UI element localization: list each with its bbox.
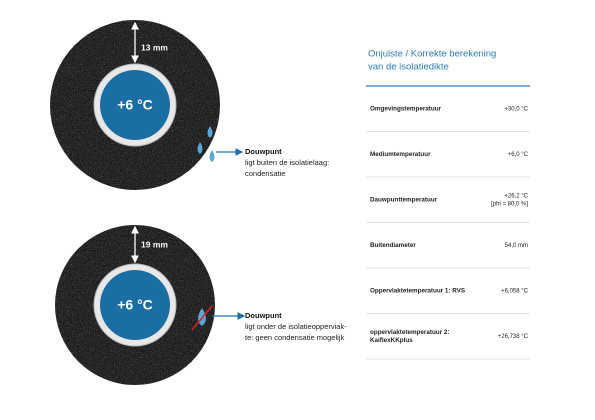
callout-text: ligt buiten de isolatielaag: <box>245 158 329 167</box>
strike <box>191 305 213 331</box>
pipe-diagram: 19 mm +6 °C Douwpunt ligt onder de isola… <box>55 225 347 385</box>
row-label: Dauwpunttemperatuur <box>370 196 438 203</box>
thickness-label: 19 mm <box>141 239 168 249</box>
callout-title: Douwpunt <box>245 147 282 156</box>
temperature-label: +6 °C <box>117 297 153 313</box>
thickness-label: 13 mm <box>141 42 168 52</box>
row-label: oppervlaktetemperatuur 2: <box>370 329 449 336</box>
droplets <box>197 126 215 162</box>
table-title: van de isolatiedikte <box>368 62 449 73</box>
row-label: Omgevingstemperatuur <box>370 105 442 112</box>
callout-text: condensatie <box>245 169 285 178</box>
row-label: KaiflexKKplus <box>370 337 413 344</box>
table-title: Onjuiste / Korrekte berekening <box>368 49 496 60</box>
pipe-medium <box>100 270 170 340</box>
row-value: +26,2 °C <box>504 193 528 199</box>
pipe-diagram: 13 mm +6 °C Douwpunt ligt buiten de isol… <box>50 20 329 190</box>
table: Onjuiste / Korrekte berekening van de is… <box>366 49 530 360</box>
temperature-label: +6 °C <box>117 97 153 113</box>
callout-title: Douwpunt <box>245 311 282 320</box>
row-label: Oppervlaktetemperatuur 1: RVS <box>370 287 465 294</box>
row-label: Buitendiameter <box>370 242 416 249</box>
row-value: +6,058 °C <box>501 288 529 294</box>
row-value: +26,738 °C <box>498 334 529 340</box>
row-value: [phi = 80,0 %] <box>491 201 528 207</box>
callout-text: te: geen condensatie mogelijk <box>245 333 344 342</box>
row-label: Mediumtemperatuur <box>370 151 431 158</box>
row-value: 54,0 mm <box>505 243 528 249</box>
row-value: +30,0 °C <box>504 106 528 112</box>
callout-text: ligt onder de isolatieopperviak- <box>245 322 347 331</box>
row-value: +6,0 °C <box>508 152 529 158</box>
pipe-medium <box>100 70 170 140</box>
